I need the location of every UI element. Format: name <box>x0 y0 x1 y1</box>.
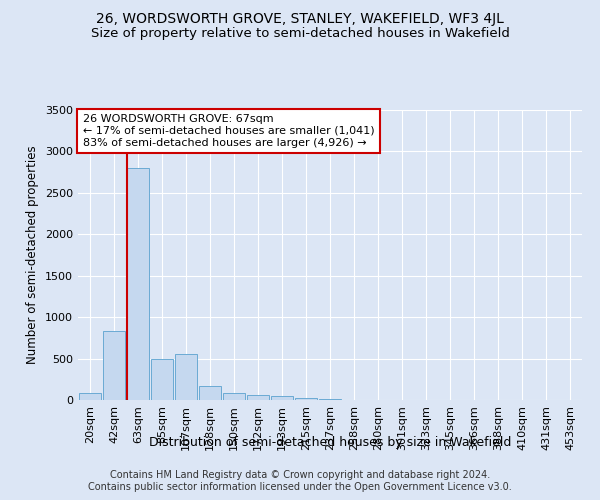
Text: Distribution of semi-detached houses by size in Wakefield: Distribution of semi-detached houses by … <box>149 436 511 449</box>
Bar <box>247 396 269 400</box>
Bar <box>175 354 197 400</box>
Bar <box>295 398 317 400</box>
Text: Contains public sector information licensed under the Open Government Licence v3: Contains public sector information licen… <box>88 482 512 492</box>
Bar <box>319 399 341 400</box>
Bar <box>199 386 221 400</box>
Bar <box>151 358 173 400</box>
Text: Contains HM Land Registry data © Crown copyright and database right 2024.: Contains HM Land Registry data © Crown c… <box>110 470 490 480</box>
Bar <box>79 394 101 400</box>
Bar <box>127 168 149 400</box>
Y-axis label: Number of semi-detached properties: Number of semi-detached properties <box>26 146 40 364</box>
Text: Size of property relative to semi-detached houses in Wakefield: Size of property relative to semi-detach… <box>91 28 509 40</box>
Bar <box>271 396 293 400</box>
Bar <box>103 331 125 400</box>
Bar <box>223 394 245 400</box>
Text: 26 WORDSWORTH GROVE: 67sqm
← 17% of semi-detached houses are smaller (1,041)
83%: 26 WORDSWORTH GROVE: 67sqm ← 17% of semi… <box>83 114 374 148</box>
Text: 26, WORDSWORTH GROVE, STANLEY, WAKEFIELD, WF3 4JL: 26, WORDSWORTH GROVE, STANLEY, WAKEFIELD… <box>96 12 504 26</box>
